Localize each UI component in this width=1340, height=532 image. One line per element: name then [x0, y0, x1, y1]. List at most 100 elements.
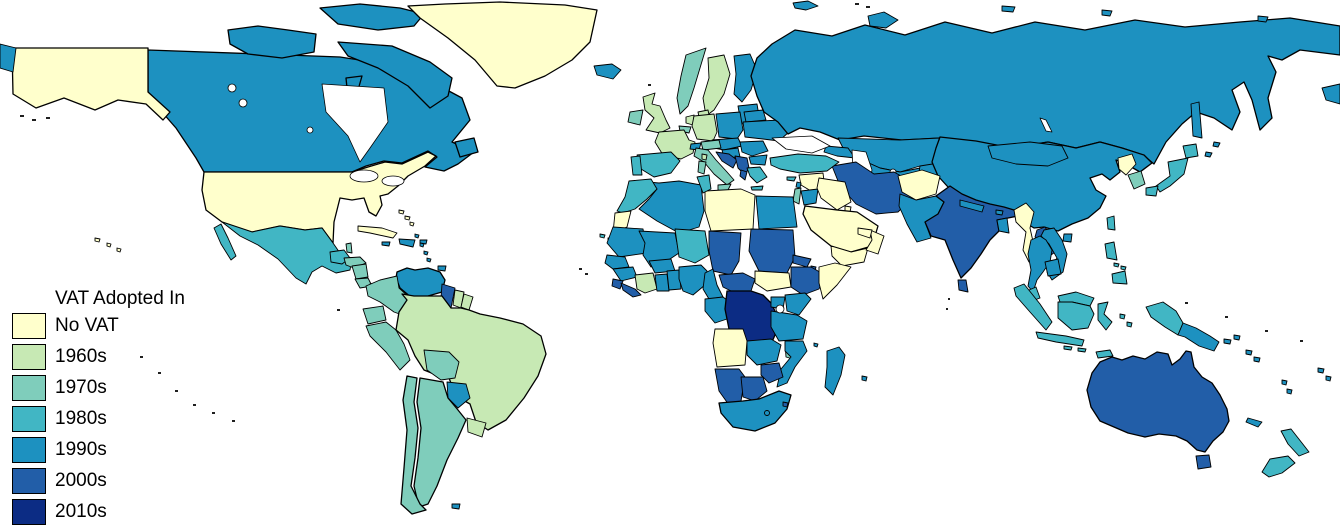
region-namibia	[714, 368, 746, 406]
region-togo-benin	[666, 269, 682, 291]
region-tunisia	[696, 174, 712, 194]
legend-label-1960s: 1960s	[55, 346, 107, 367]
region-north-korea	[1117, 153, 1137, 176]
region-romania	[739, 140, 769, 157]
region-austria	[700, 139, 722, 151]
region-lesotho	[764, 410, 770, 416]
region-new-caledonia	[1245, 417, 1263, 428]
region-cameroon	[702, 268, 724, 300]
region-arctic-baffin	[337, 41, 453, 109]
region-arctic-russia-islands	[1001, 5, 1269, 23]
region-central-african-republic	[718, 272, 756, 294]
region-sudan	[748, 228, 796, 274]
region-guinea	[612, 266, 638, 282]
region-mexico	[221, 221, 353, 285]
region-france	[654, 129, 696, 160]
region-new-zealand-north	[1280, 428, 1310, 457]
region-serbia-macedonia	[734, 155, 750, 176]
region-arctic-victoria	[227, 25, 317, 59]
region-mauritania	[606, 226, 648, 258]
region-cuba	[357, 225, 398, 239]
region-greece	[746, 166, 768, 184]
region-uae-qatar	[857, 227, 873, 239]
region-eswatini	[782, 401, 789, 408]
region-albania	[739, 169, 748, 181]
region-turkey	[769, 153, 840, 174]
region-newfoundland	[454, 137, 479, 158]
region-norway	[676, 47, 707, 115]
region-germany	[691, 113, 718, 142]
legend-item-no-vat: No VAT	[12, 312, 119, 339]
region-ethiopia	[790, 266, 826, 296]
region-sri-lanka	[957, 279, 969, 293]
region-sierra-leone	[611, 278, 624, 290]
legend-label-2000s: 2000s	[55, 470, 107, 491]
region-india	[924, 185, 1019, 279]
region-bhutan	[995, 209, 1004, 216]
region-indonesia-lesser-sunda	[1063, 345, 1087, 353]
region-russia	[750, 17, 1340, 165]
region-thailand	[1027, 235, 1053, 293]
legend-label-1970s: 1970s	[55, 377, 107, 398]
region-oman	[865, 229, 885, 255]
region-novaya-zemlya	[867, 11, 899, 29]
legend-swatch-1970s	[12, 374, 46, 401]
region-nepal	[959, 199, 985, 213]
region-south-sudan	[754, 270, 792, 292]
region-jordan	[800, 188, 819, 206]
region-zimbabwe	[760, 362, 784, 384]
region-tasmania	[1195, 454, 1212, 470]
region-vanuatu	[1281, 379, 1293, 395]
great-bear-lake	[227, 83, 237, 93]
region-peru	[365, 321, 411, 371]
region-indonesia-sulawesi	[1097, 301, 1113, 331]
region-ecuador	[362, 305, 387, 325]
region-indonesia-papua	[1145, 301, 1184, 336]
region-chad	[708, 230, 742, 276]
legend-swatch-1960s	[12, 343, 46, 370]
lake-victoria	[775, 304, 785, 314]
region-new-zealand-south	[1261, 455, 1296, 478]
legend-label-1990s: 1990s	[55, 439, 107, 460]
region-svalbard	[792, 0, 819, 11]
region-cyprus	[786, 176, 797, 182]
legend-title: VAT Adopted In	[55, 288, 185, 309]
legend-swatch-no-vat	[12, 312, 46, 339]
legend-swatch-2010s	[12, 498, 46, 525]
region-sardinia	[697, 160, 707, 175]
hudson-bay	[321, 83, 389, 163]
region-belize	[345, 242, 353, 254]
region-angola	[712, 328, 748, 368]
region-australia	[1086, 350, 1230, 453]
region-iceland	[593, 63, 622, 80]
region-papua-new-guinea	[1177, 322, 1220, 352]
region-nicaragua	[351, 263, 369, 280]
region-ireland	[627, 109, 644, 126]
region-lebanon	[795, 181, 802, 189]
legend-item-1990s: 1990s	[12, 436, 119, 463]
region-israel	[792, 187, 802, 205]
great-lakes-west	[349, 169, 379, 183]
region-libya	[704, 188, 756, 232]
region-kurils	[1204, 141, 1221, 158]
region-yemen	[830, 245, 869, 267]
legend-label-2010s: 2010s	[55, 501, 107, 522]
region-indonesia-maluku	[1119, 313, 1133, 328]
region-cote-divoire	[634, 272, 658, 294]
region-poland	[715, 111, 744, 140]
region-botswana	[740, 376, 768, 402]
region-trinidad	[437, 265, 447, 272]
legend-item-1970s: 1970s	[12, 374, 119, 401]
region-philippines-visayas	[1113, 262, 1127, 271]
region-hispaniola	[398, 238, 416, 248]
region-new-britain	[1223, 334, 1241, 345]
legend-label-1980s: 1980s	[55, 408, 107, 429]
region-portugal	[630, 155, 643, 176]
great-slave-lake	[238, 98, 248, 108]
legend-item-2010s: 2010s	[12, 498, 119, 525]
region-comoros	[813, 342, 819, 348]
region-mauritius	[861, 375, 868, 382]
region-spain	[636, 151, 681, 178]
